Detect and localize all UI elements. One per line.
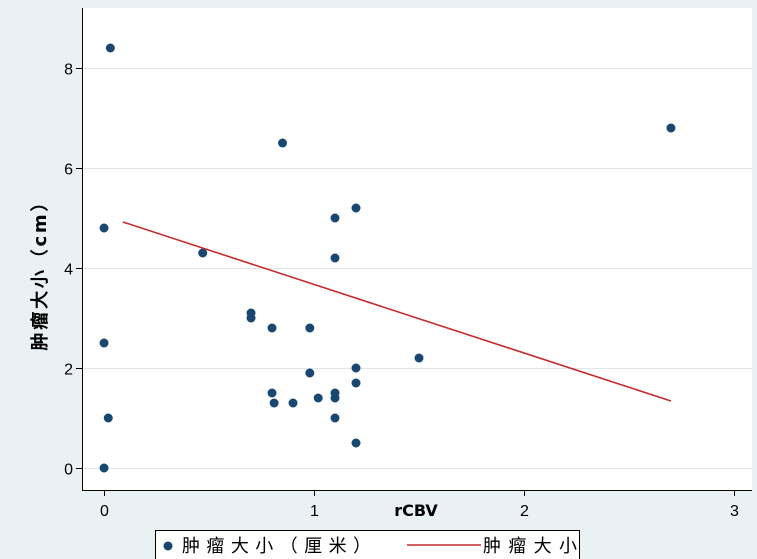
data-point bbox=[269, 398, 279, 408]
data-point bbox=[305, 368, 315, 378]
data-point bbox=[103, 413, 113, 423]
data-point bbox=[246, 313, 256, 323]
y-tick-label: 0 bbox=[64, 462, 73, 479]
legend-marker-scatter bbox=[163, 541, 173, 551]
data-point bbox=[330, 393, 340, 403]
data-point bbox=[198, 248, 208, 258]
data-point bbox=[414, 353, 424, 363]
y-tick-label: 2 bbox=[64, 362, 73, 379]
data-point bbox=[351, 438, 361, 448]
data-point bbox=[330, 213, 340, 223]
gridlines bbox=[82, 68, 752, 469]
x-tick-label: 0 bbox=[100, 503, 109, 520]
y-tick-label: 6 bbox=[64, 162, 73, 179]
data-point bbox=[305, 323, 315, 333]
data-point bbox=[99, 338, 109, 348]
x-axis-ticks: 0 1 2 3 bbox=[100, 490, 739, 520]
data-point bbox=[278, 138, 288, 148]
fit-line bbox=[122, 221, 672, 402]
plot-area bbox=[82, 8, 752, 490]
data-point bbox=[330, 253, 340, 263]
data-point bbox=[99, 223, 109, 233]
y-axis-ticks: 0 2 4 6 8 bbox=[64, 62, 82, 479]
data-point bbox=[330, 413, 340, 423]
data-point bbox=[351, 378, 361, 388]
fit-line-series bbox=[122, 221, 672, 402]
scatter-series bbox=[99, 43, 676, 473]
data-point bbox=[351, 363, 361, 373]
x-tick-label: 2 bbox=[520, 503, 529, 520]
data-point bbox=[105, 43, 115, 53]
x-tick-label: 1 bbox=[310, 503, 319, 520]
legend: 肿瘤大小（厘米） 肿瘤大小 bbox=[155, 530, 580, 559]
x-axis-title: rCBV bbox=[394, 501, 438, 520]
data-point bbox=[267, 388, 277, 398]
legend-background bbox=[155, 530, 580, 559]
x-tick-label: 3 bbox=[730, 503, 739, 520]
data-point bbox=[288, 398, 298, 408]
legend-border bbox=[155, 530, 580, 559]
data-point bbox=[666, 123, 676, 133]
y-tick-label: 8 bbox=[64, 62, 73, 79]
data-point bbox=[267, 323, 277, 333]
data-point bbox=[99, 463, 109, 473]
data-point bbox=[351, 203, 361, 213]
data-point bbox=[313, 393, 323, 403]
y-tick-label: 4 bbox=[64, 262, 73, 279]
y-axis-title: 肿瘤大小（cm） bbox=[29, 194, 51, 351]
